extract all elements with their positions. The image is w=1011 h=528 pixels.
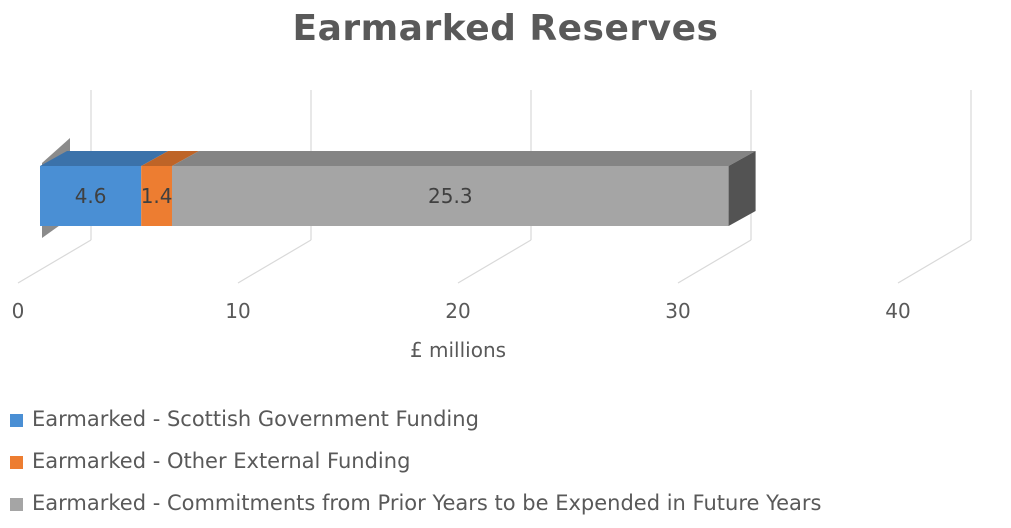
legend-item-commitments: Earmarked - Commitments from Prior Years… (10, 486, 822, 528)
data-label-0: 4.6 (75, 184, 107, 208)
x-axis-ticks: 0 10 20 30 40 (12, 299, 911, 323)
bar-segment-2 (172, 166, 729, 226)
gridline-floor-2 (457, 239, 532, 284)
x-tick-label: 0 (12, 299, 25, 323)
bar-stack (40, 138, 756, 238)
x-tick-label: 40 (885, 299, 910, 323)
legend-item-other-external: Earmarked - Other External Funding (10, 444, 822, 486)
bar-top-0 (40, 151, 169, 166)
legend-item-scottish-government: Earmarked - Scottish Government Funding (10, 402, 822, 444)
data-labels: 4.6 1.4 25.3 (75, 184, 473, 208)
data-label-1: 1.4 (141, 184, 173, 208)
legend-label: Earmarked - Scottish Government Funding (32, 407, 479, 431)
bar-segment-0 (40, 166, 142, 226)
bar-top-1 (141, 151, 199, 166)
legend-swatch (10, 498, 23, 511)
gridline-floor-3 (677, 239, 752, 284)
legend-label: Earmarked - Commitments from Prior Years… (32, 491, 822, 515)
bar-end-face (728, 151, 756, 226)
x-tick-label: 30 (665, 299, 690, 323)
bar-top-2 (172, 151, 756, 166)
x-tick-label: 20 (445, 299, 470, 323)
legend-swatch (10, 456, 23, 469)
legend-swatch (10, 414, 23, 427)
plot-area: 4.6 1.4 25.3 0 10 20 30 40 £ millions (12, 90, 972, 362)
gridline-floor-1 (237, 239, 312, 284)
x-axis-label: £ millions (410, 338, 506, 362)
legend-label: Earmarked - Other External Funding (32, 449, 411, 473)
gridline-floor-0 (17, 239, 92, 284)
bar-segment-1 (141, 166, 172, 226)
chart-title: Earmarked Reserves (292, 8, 719, 49)
gridline-floor-4 (897, 239, 972, 284)
x-tick-label: 10 (225, 299, 250, 323)
legend: Earmarked - Scottish Government Funding … (10, 402, 822, 528)
data-label-2: 25.3 (428, 184, 473, 208)
